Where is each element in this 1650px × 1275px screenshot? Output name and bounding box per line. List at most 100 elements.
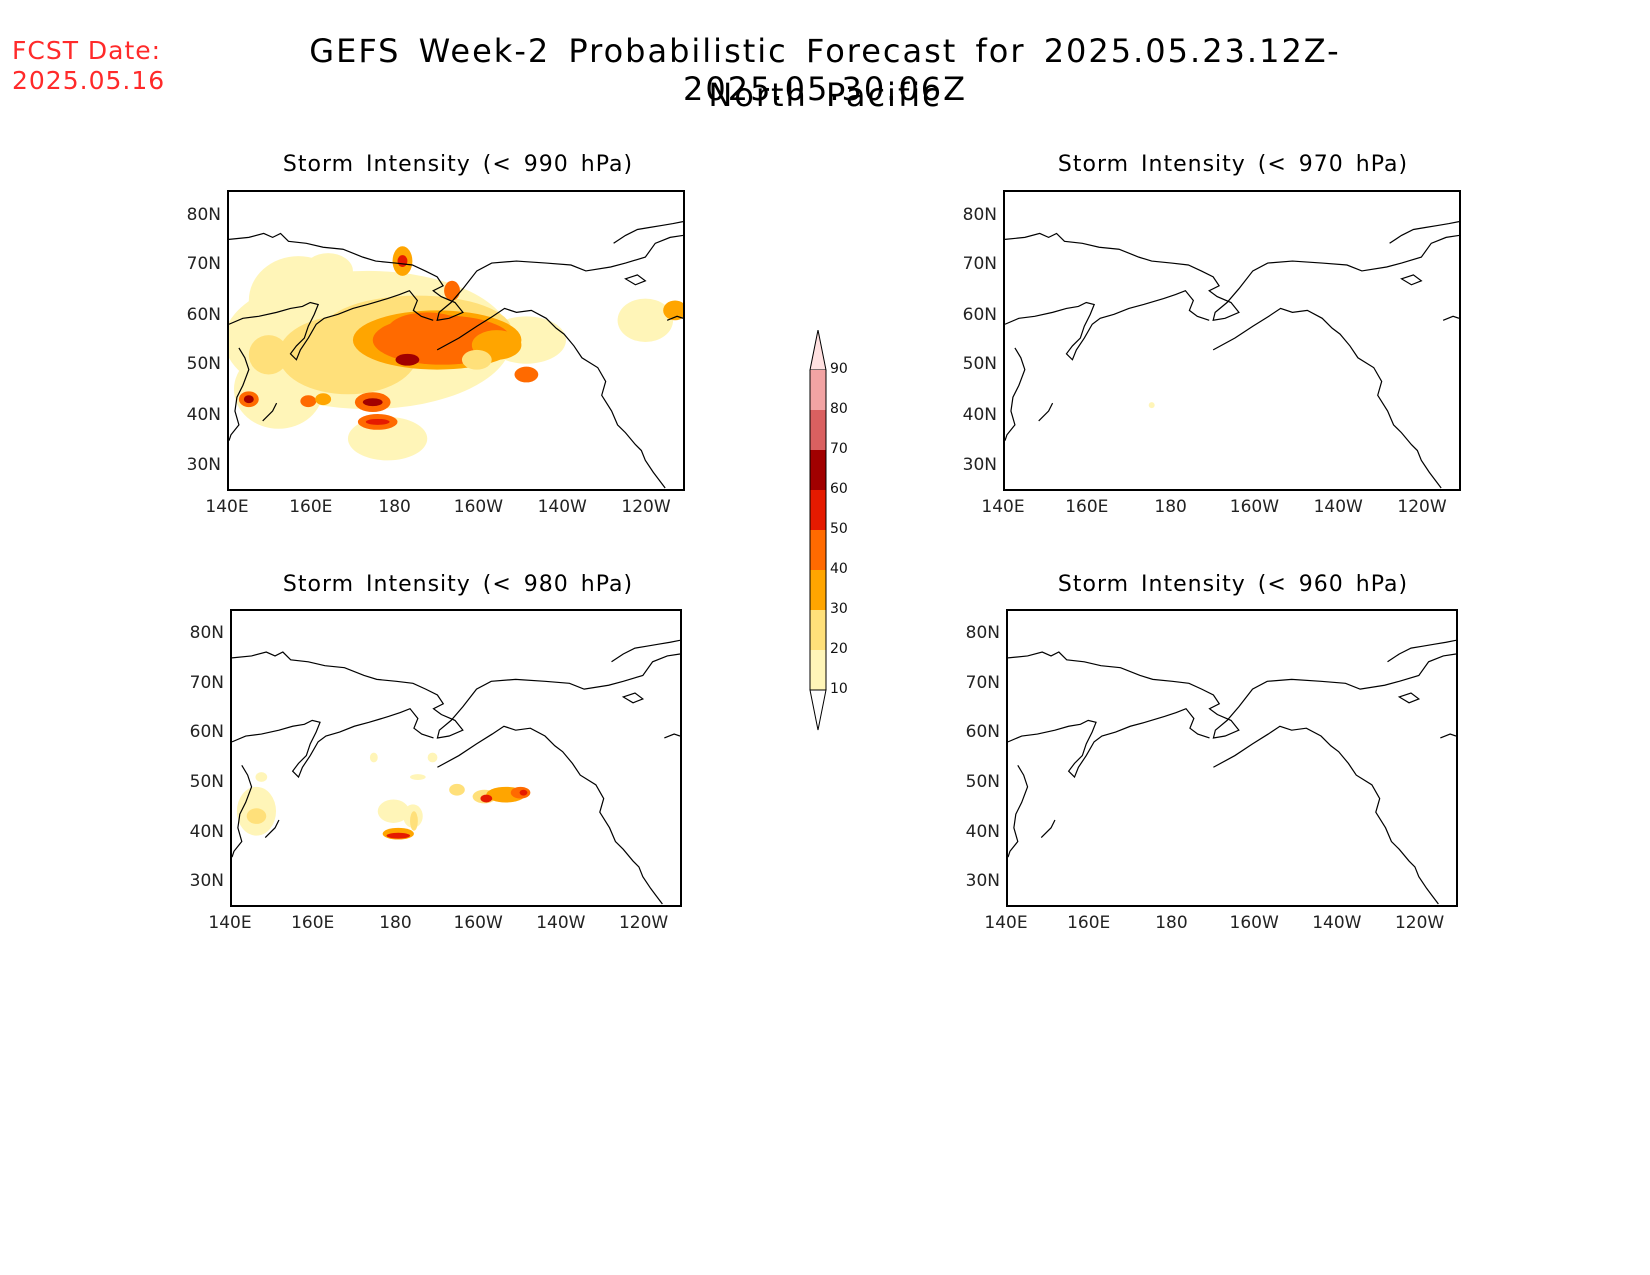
lat-tick-label: 40N — [962, 404, 997, 425]
colorbar-segment-40 — [810, 530, 826, 570]
lat-tick-label: 30N — [965, 870, 1000, 891]
lat-tick-label: 50N — [965, 771, 1000, 792]
lat-tick-label: 60N — [186, 304, 221, 325]
colorbar-tick-label: 60 — [830, 481, 848, 497]
lat-tick-label: 60N — [965, 722, 1000, 743]
coastline — [664, 733, 680, 739]
probability-area — [303, 253, 353, 289]
lat-tick-label: 50N — [962, 354, 997, 375]
lon-tick-label: 140E — [208, 913, 252, 933]
probability-group — [236, 752, 531, 840]
lat-tick-label: 60N — [189, 722, 224, 743]
lon-tick-label: 160W — [1229, 913, 1279, 933]
coastline — [229, 347, 250, 441]
coastline-group — [1005, 221, 1459, 489]
forecast-date-block: FCST Date: 2025.05.16 — [12, 36, 165, 96]
lon-tick-label: 120W — [1394, 913, 1445, 933]
lon-tick-label: 140W — [536, 913, 586, 933]
coastline — [1389, 221, 1459, 244]
coastline — [229, 289, 434, 361]
page-subtitle: North Pacific — [708, 76, 942, 114]
probability-area — [387, 312, 467, 348]
coastline — [611, 639, 680, 663]
coastline — [1440, 733, 1456, 739]
panel-title-980: Storm Intensity (< 980 hPa) — [282, 572, 634, 597]
map-canvas — [1005, 221, 1459, 489]
colorbar-tick-label: 40 — [830, 561, 848, 577]
colorbar-segment-80 — [810, 370, 826, 410]
colorbar-segment-10 — [810, 650, 826, 690]
colorbar — [800, 329, 860, 754]
lat-tick-label: 70N — [186, 254, 221, 275]
lon-tick-label: 160E — [1065, 497, 1109, 517]
lat-tick-label: 30N — [186, 454, 221, 475]
lon-tick-label: 180 — [1154, 497, 1187, 517]
coastline — [621, 692, 645, 704]
colorbar-tick-label: 10 — [830, 681, 848, 697]
panel-title-960: Storm Intensity (< 960 hPa) — [1057, 572, 1409, 597]
probability-area — [449, 783, 465, 796]
coastline — [1005, 289, 1210, 361]
lon-tick-label: 140W — [1313, 497, 1363, 517]
lon-tick-label: 140W — [1312, 913, 1362, 933]
coastline — [232, 707, 434, 779]
probability-area — [480, 794, 493, 803]
panel-title-970: Storm Intensity (< 970 hPa) — [1057, 152, 1409, 177]
probability-area — [386, 832, 411, 839]
map-panel-970 — [1003, 190, 1461, 491]
coastline — [1008, 707, 1210, 779]
probability-area — [248, 335, 289, 375]
lon-tick-label: 140E — [981, 497, 1025, 517]
colorbar-segment-70 — [810, 410, 826, 450]
map-canvas — [229, 221, 683, 489]
fcst-date-label: FCST Date: — [12, 36, 162, 65]
panel-title-990: Storm Intensity (< 990 hPa) — [282, 152, 634, 177]
coastline — [1005, 232, 1459, 322]
probability-area — [365, 418, 390, 425]
probability-area — [255, 772, 268, 782]
coastline — [1397, 692, 1421, 704]
coastline-group — [229, 221, 683, 489]
probability-area — [243, 395, 254, 404]
colorbar-segment-20 — [810, 610, 826, 650]
lat-tick-label: 30N — [189, 870, 224, 891]
lon-tick-label: 120W — [1397, 497, 1447, 517]
lon-tick-label: 180 — [378, 497, 411, 517]
probability-area — [300, 395, 317, 408]
probability-area — [397, 255, 408, 267]
colorbar-graphic — [809, 329, 827, 731]
coastline — [264, 819, 280, 839]
colorbar-segment-60 — [810, 450, 826, 490]
colorbar-segment-50 — [810, 490, 826, 530]
map-panel-960 — [1006, 609, 1458, 907]
probability-area — [519, 789, 528, 796]
coastline — [666, 315, 683, 321]
coastline — [1005, 347, 1026, 441]
lon-tick-label: 160E — [1067, 913, 1111, 933]
probability-group — [229, 246, 683, 461]
probability-area — [410, 774, 426, 780]
colorbar-tick-label: 20 — [830, 641, 848, 657]
coastline-group — [232, 639, 680, 905]
coastline — [232, 651, 680, 739]
lon-tick-label: 140W — [537, 497, 587, 517]
coastline — [1008, 651, 1456, 739]
probability-area — [663, 300, 683, 321]
lat-tick-label: 70N — [962, 254, 997, 275]
probability-group — [1148, 402, 1155, 409]
lat-tick-label: 80N — [965, 623, 1000, 644]
coastline — [1040, 819, 1056, 839]
lon-tick-label: 120W — [621, 497, 671, 517]
map-panel-990 — [227, 190, 685, 491]
coastline — [1387, 639, 1456, 663]
probability-area — [461, 349, 492, 370]
lon-tick-label: 120W — [618, 913, 669, 933]
lat-tick-label: 30N — [962, 454, 997, 475]
coastline — [613, 221, 683, 244]
coastline — [1400, 274, 1423, 286]
colorbar-tick-label: 50 — [830, 521, 848, 537]
lat-tick-label: 40N — [965, 821, 1000, 842]
colorbar-tick-label: 70 — [830, 441, 848, 457]
lat-tick-label: 40N — [189, 821, 224, 842]
coastline — [1038, 402, 1054, 422]
